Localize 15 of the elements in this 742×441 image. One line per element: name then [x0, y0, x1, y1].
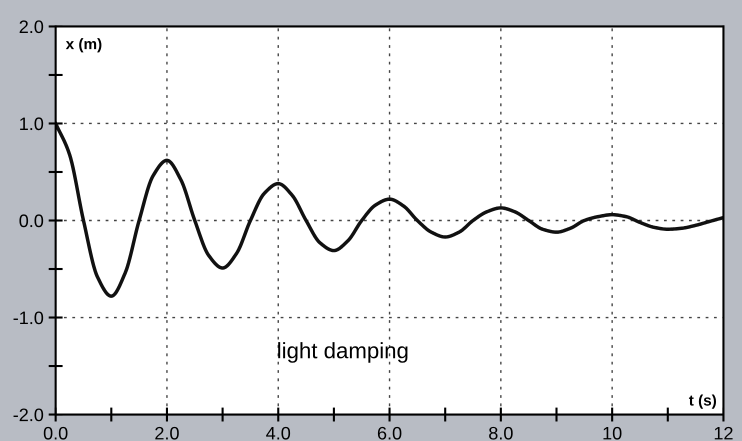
y-axis-title: x (m)	[66, 38, 102, 52]
x-tick-label: 6.0	[378, 426, 402, 440]
annotation: light damping	[278, 342, 408, 363]
x-tick-label: 12	[714, 426, 733, 440]
x-tick-label: 0.0	[44, 426, 68, 440]
y-tick-label: -1.0	[14, 311, 44, 324]
y-tick-label: -2.0	[14, 408, 44, 422]
y-tick-label: 1.0	[20, 117, 44, 130]
x-tick-label: 10	[603, 426, 622, 440]
x-tick-label: 8.0	[489, 426, 513, 440]
y-tick-label: 2.0	[20, 20, 44, 34]
y-tick-label: 0.0	[19, 214, 44, 228]
x-tick-label: 2.0	[155, 426, 179, 440]
x-tick-label: 4.0	[266, 426, 290, 440]
x-axis-title: t (s)	[688, 394, 716, 409]
